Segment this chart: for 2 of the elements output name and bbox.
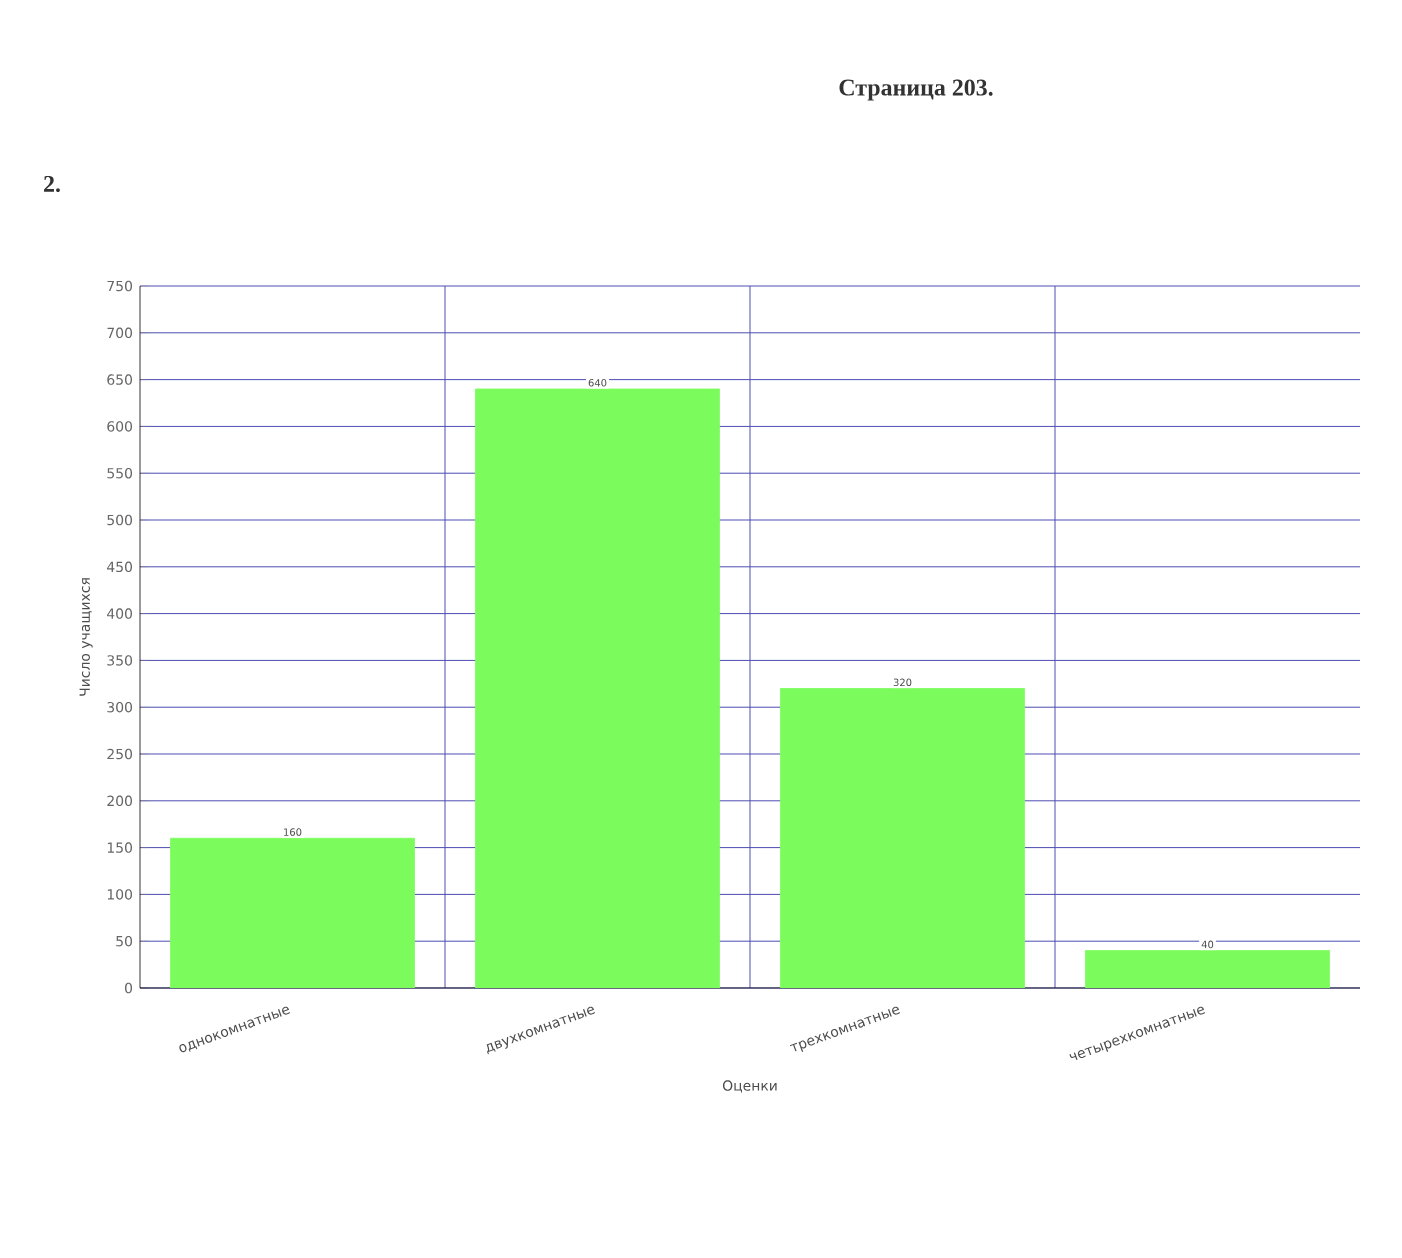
chart-title: Страница 203. [839, 79, 993, 101]
text: 2. [44, 175, 60, 193]
